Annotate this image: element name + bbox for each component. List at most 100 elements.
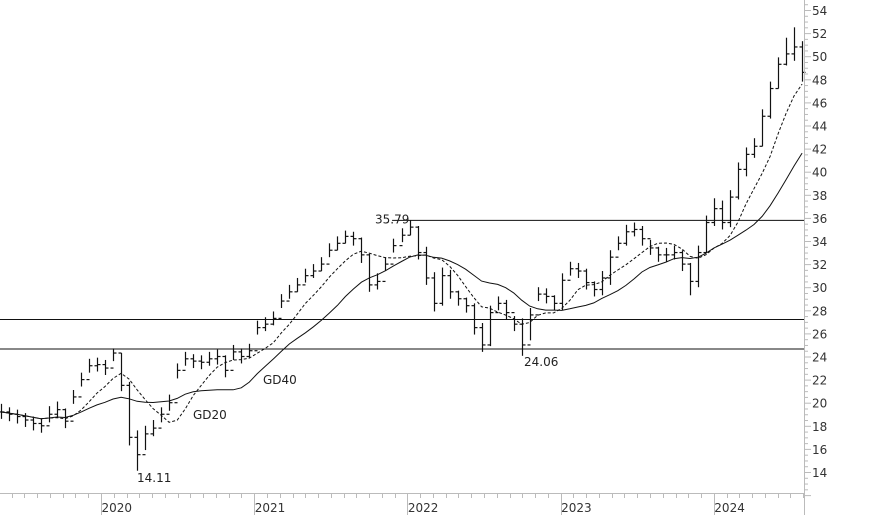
price-bar [278,294,285,319]
price-bar [655,246,662,262]
y-tick-label: 22 [812,374,827,388]
x-tick-label: 2024 [714,501,745,515]
price-bar [342,230,349,244]
y-tick-label: 50 [812,50,827,64]
price-bar [206,351,213,366]
annotation-label: 24.06 [524,355,558,369]
price-bar [390,238,397,265]
price-bar [142,425,149,456]
price-bar [487,305,494,347]
price-bar [535,287,542,316]
price-bar [270,311,277,326]
price-bar [663,247,670,262]
y-tick-label: 24 [812,351,827,365]
y-tick-label: 32 [812,258,827,272]
price-bar [366,253,373,292]
price-bar [0,403,5,419]
price-bar [775,57,782,90]
price-bar [759,109,766,147]
price-bar [511,312,518,332]
price-bar [431,272,438,312]
price-bar [238,348,245,364]
price-bar [503,299,510,320]
price-bar [567,261,574,281]
price-bar [158,407,165,429]
price-bar [94,357,101,372]
price-bar [415,225,422,260]
y-tick-label: 36 [812,212,827,226]
price-bar [447,269,454,299]
price-bar [166,394,173,415]
price-bar [687,262,694,296]
y-tick-label: 54 [812,4,827,18]
y-tick-label: 28 [812,304,827,318]
y-tick-label: 14 [812,466,827,480]
price-bar [30,416,37,431]
price-bar [230,344,237,371]
price-bar [214,349,221,365]
price-bar [583,268,590,290]
price-bar [439,267,446,306]
y-tick-label: 18 [812,420,827,434]
price-bar [334,236,341,251]
price-bar [679,250,686,272]
price-bar [623,224,630,246]
price-bar [423,246,430,285]
price-bar [703,215,710,254]
y-tick-label: 46 [812,96,827,110]
price-bar [246,343,253,358]
y-tick-label: 40 [812,166,827,180]
moving-average-gd20 [0,83,803,423]
price-bar [294,277,301,293]
price-bar [695,245,702,288]
price-bar [647,238,654,255]
price-bar [222,355,229,378]
price-bar [118,352,125,392]
price-bar [671,245,678,260]
price-bar [134,430,141,471]
y-tick-label: 42 [812,143,827,157]
price-bar [495,296,502,314]
price-bar [407,220,414,236]
price-bar [350,231,357,246]
y-tick-label: 20 [812,397,827,411]
price-bar [318,257,325,272]
price-bar [262,317,269,332]
price-bar [86,358,93,381]
price-bar [543,288,550,304]
price-bar [575,262,582,278]
price-bar [767,81,774,119]
price-bar [198,355,205,370]
price-bar [374,273,381,290]
price-bar [479,323,486,352]
y-tick-label: 44 [812,120,827,134]
price-bar [599,271,606,296]
price-bar [126,381,133,446]
x-tick-label: 2023 [561,501,592,515]
annotation-label: GD40 [263,373,297,387]
price-bar [302,268,309,286]
price-bar [70,389,77,422]
price-bar [46,406,53,427]
annotation-label: 35.79 [375,212,409,226]
price-bar [78,372,85,398]
y-tick-label: 38 [812,189,827,203]
price-bar [190,354,197,369]
price-bar [455,290,462,306]
price-bar [6,407,13,422]
plot-area: 35.79 14.11 24.06 GD40 GD20 [0,27,806,485]
price-bar [382,257,389,283]
price-bar [527,307,534,346]
price-bar [727,190,734,228]
y-tick-label: 48 [812,73,827,87]
price-bar [174,363,181,404]
moving-average-gd40 [0,152,803,420]
price-bar [54,401,61,418]
price-bar [399,228,406,247]
price-bar [791,27,798,61]
price-bar [310,264,317,278]
price-bar [615,236,622,258]
x-tick-label: 2022 [408,501,439,515]
price-bar [735,162,742,200]
